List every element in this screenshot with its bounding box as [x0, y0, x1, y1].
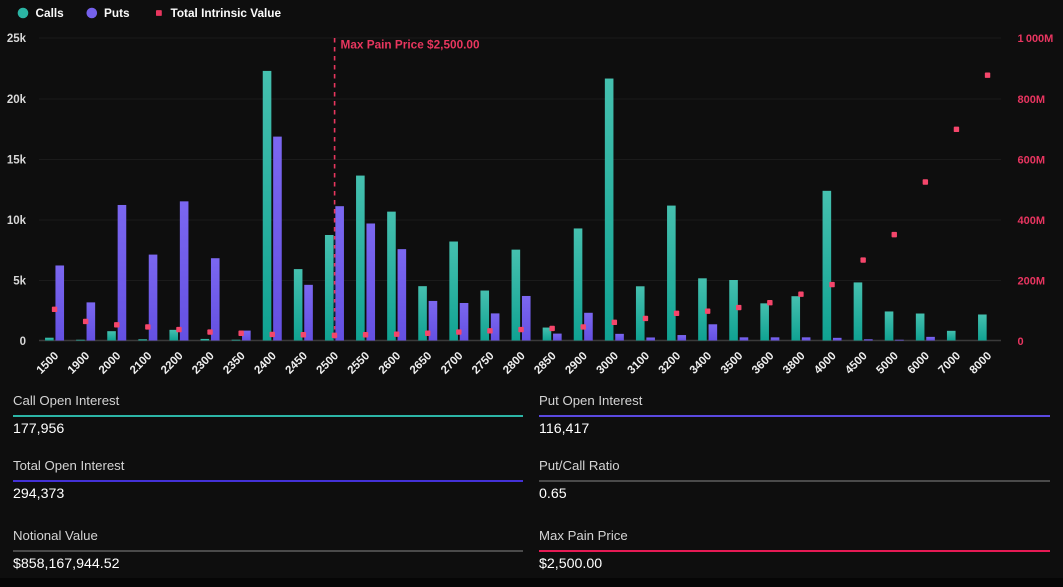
svg-text:8000: 8000 [968, 350, 995, 377]
svg-text:2750: 2750 [470, 350, 497, 377]
svg-text:1 000M: 1 000M [1018, 33, 1054, 45]
svg-text:Total Intrinsic Value: Total Intrinsic Value [171, 6, 282, 20]
svg-text:2900: 2900 [563, 350, 590, 377]
svg-text:20k: 20k [7, 94, 27, 106]
svg-text:2450: 2450 [283, 350, 310, 377]
svg-text:2400: 2400 [252, 350, 279, 377]
svg-text:4500: 4500 [843, 350, 870, 377]
svg-text:800M: 800M [1018, 94, 1046, 106]
svg-text:600M: 600M [1018, 155, 1046, 167]
svg-text:3600: 3600 [750, 350, 777, 377]
svg-text:2650: 2650 [408, 350, 435, 377]
svg-text:2100: 2100 [128, 350, 155, 377]
svg-text:5k: 5k [13, 276, 26, 288]
svg-text:15k: 15k [7, 155, 27, 167]
svg-text:6000: 6000 [905, 350, 932, 377]
svg-text:1900: 1900 [66, 350, 93, 377]
svg-text:1500: 1500 [35, 350, 62, 377]
svg-text:3000: 3000 [594, 350, 621, 377]
svg-text:2200: 2200 [159, 350, 186, 377]
svg-text:25k: 25k [7, 33, 27, 45]
svg-text:2350: 2350 [221, 350, 248, 377]
svg-text:2300: 2300 [190, 350, 217, 377]
svg-text:2800: 2800 [501, 350, 528, 377]
svg-text:3100: 3100 [626, 350, 653, 377]
svg-text:Max Pain Price $2,500.00: Max Pain Price $2,500.00 [341, 38, 480, 52]
svg-text:2850: 2850 [532, 350, 559, 377]
svg-text:2600: 2600 [377, 350, 404, 377]
svg-text:3400: 3400 [688, 350, 715, 377]
svg-text:3800: 3800 [781, 350, 808, 377]
svg-text:Puts: Puts [104, 6, 130, 20]
svg-text:4000: 4000 [812, 350, 839, 377]
svg-text:2500: 2500 [315, 350, 342, 377]
svg-text:2550: 2550 [346, 350, 373, 377]
svg-text:0: 0 [20, 336, 26, 348]
svg-text:200M: 200M [1018, 276, 1046, 288]
svg-text:7000: 7000 [937, 350, 964, 377]
svg-text:3200: 3200 [657, 350, 684, 377]
svg-text:2000: 2000 [97, 350, 124, 377]
svg-text:5000: 5000 [874, 350, 901, 377]
svg-text:0: 0 [1018, 336, 1024, 348]
svg-text:Calls: Calls [36, 6, 65, 20]
svg-text:2700: 2700 [439, 350, 466, 377]
svg-text:400M: 400M [1018, 215, 1046, 227]
svg-text:10k: 10k [7, 215, 27, 227]
svg-text:3500: 3500 [719, 350, 746, 377]
